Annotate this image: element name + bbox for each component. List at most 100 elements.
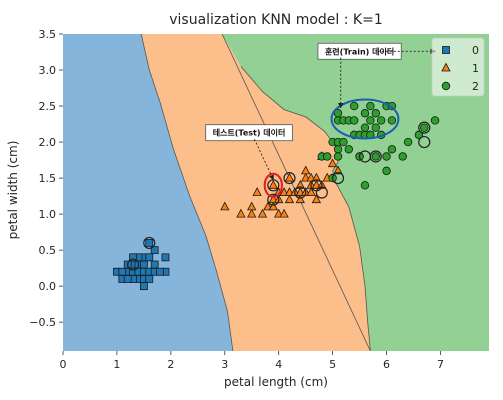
point-class-0: [150, 260, 159, 269]
annotation-box: [317, 42, 402, 60]
y-tick-label: 0.5: [39, 244, 57, 257]
x-axis: 0 1 2 3 4 5 6 7: [60, 351, 444, 371]
point-class-2: [371, 123, 380, 132]
test-point: [283, 171, 296, 185]
point-class-0: [118, 267, 127, 276]
point-class-2: [333, 145, 343, 154]
point-class-0: [161, 253, 170, 262]
test-point: [294, 186, 307, 199]
y-tick-label: 3.5: [39, 28, 57, 41]
point-class-1: [333, 165, 343, 175]
point-class-1: [284, 172, 295, 182]
annotation-arrow: [254, 138, 274, 181]
test-point: [267, 193, 280, 206]
point-class-2: [403, 137, 413, 147]
annotation-label: 테스트(Test) 데이터: [213, 128, 286, 138]
legend-marker-2: [441, 81, 451, 91]
point-class-0: [145, 239, 154, 247]
point-class-2: [366, 101, 375, 111]
point-class-2: [430, 116, 440, 125]
point-class-1: [268, 201, 278, 211]
x-tick-label: 2: [167, 358, 174, 371]
point-class-2: [398, 152, 407, 161]
point-class-2: [333, 152, 343, 161]
point-class-1: [311, 194, 322, 204]
point-class-1: [295, 194, 305, 204]
point-class-2: [349, 101, 359, 111]
test-point: [331, 171, 345, 185]
point-class-1: [295, 179, 305, 189]
point-class-0: [145, 253, 154, 262]
highlight-ellipse: [330, 98, 400, 140]
point-class-1: [284, 194, 295, 204]
point-class-1: [247, 201, 257, 211]
point-class-2: [382, 152, 391, 161]
point-class-1: [279, 208, 289, 218]
point-class-1: [327, 158, 338, 168]
boundary-1-2: [221, 34, 371, 351]
legend-label: 1: [472, 62, 479, 75]
point-class-1: [301, 165, 311, 175]
test-point: [418, 121, 431, 134]
point-class-2: [420, 123, 429, 132]
x-tick-label: 5: [329, 358, 336, 371]
point-class-1: [257, 208, 268, 218]
point-class-2: [387, 145, 397, 154]
test-point: [369, 150, 382, 163]
x-axis-label: petal length (cm): [224, 375, 328, 389]
x-tick-label: 3: [221, 358, 228, 371]
point-class-2: [382, 166, 391, 176]
decision-boundaries: [140, 34, 371, 351]
point-class-1: [306, 187, 316, 196]
test-point-markers: [127, 121, 431, 271]
point-class-0: [123, 275, 132, 283]
y-tick-label: 1.0: [39, 208, 57, 221]
x-tick-label: 1: [113, 358, 120, 371]
annotation-box: [205, 124, 293, 142]
x-tick-label: 0: [60, 358, 67, 371]
point-class-1: [268, 179, 278, 189]
point-class-0: [156, 267, 164, 276]
y-tick-label: 0.0: [39, 280, 57, 293]
y-tick-label: −0.5: [29, 316, 56, 329]
legend-label: 0: [472, 44, 479, 57]
point-class-2: [349, 116, 359, 125]
highlight-circle: [263, 172, 283, 198]
x-tick-label: 6: [383, 358, 390, 371]
point-class-2: [323, 152, 332, 161]
point-class-0: [139, 282, 148, 291]
y-axis-label: petal width (cm): [6, 141, 20, 240]
test-point: [143, 236, 156, 250]
x-tick-label: 7: [437, 358, 444, 371]
legend-marker-0: [442, 46, 450, 54]
point-class-2: [360, 123, 370, 132]
point-class-2: [371, 152, 380, 161]
region-class-0: [63, 34, 233, 351]
legend: 0 1 2: [431, 37, 485, 97]
y-tick-label: 1.5: [39, 172, 57, 185]
legend-label: 2: [472, 80, 479, 93]
test-point: [127, 258, 140, 271]
point-class-2: [366, 116, 375, 125]
point-class-2: [344, 145, 353, 154]
y-tick-label: 2.5: [39, 100, 57, 113]
highlight-shapes: [263, 98, 400, 198]
legend-marker-1: [441, 62, 451, 72]
point-class-2: [414, 130, 424, 140]
point-class-1: [311, 172, 322, 182]
data-points: [113, 101, 440, 291]
test-point: [315, 186, 328, 199]
point-class-2: [371, 109, 380, 118]
point-class-1: [252, 187, 262, 196]
point-class-1: [236, 208, 246, 218]
point-class-2: [333, 109, 343, 118]
y-tick-label: 3.0: [39, 64, 57, 77]
point-class-1: [220, 201, 230, 211]
point-class-2: [387, 116, 397, 125]
boundary-0-1: [140, 34, 234, 351]
point-class-0: [139, 260, 148, 269]
point-class-2: [376, 116, 386, 125]
point-class-0: [150, 246, 159, 255]
